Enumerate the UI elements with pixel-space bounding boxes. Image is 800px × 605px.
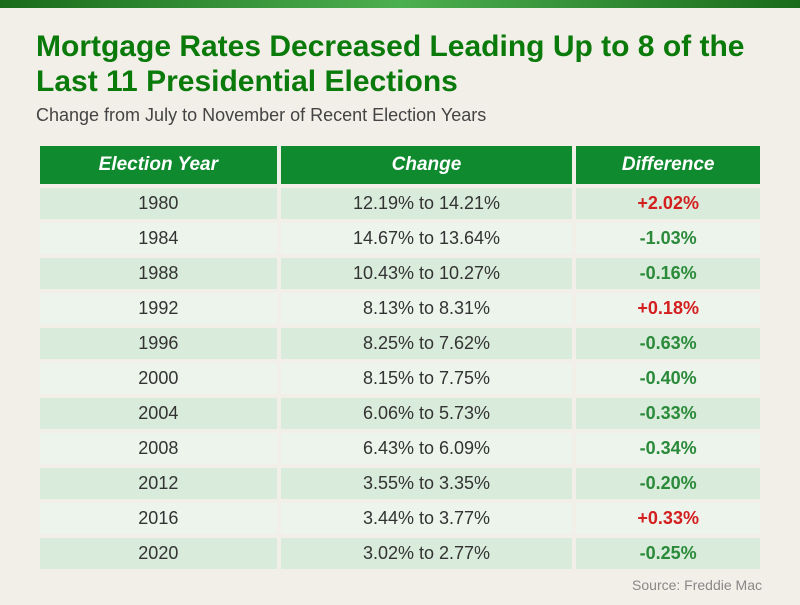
top-gradient-bar — [0, 0, 800, 8]
cell-year: 1992 — [40, 293, 277, 324]
cell-difference: -0.34% — [576, 433, 760, 464]
table-row: 19928.13% to 8.31%+0.18% — [40, 293, 760, 324]
cell-year: 2000 — [40, 363, 277, 394]
cell-year: 1984 — [40, 223, 277, 254]
col-header-change: Change — [281, 146, 573, 184]
cell-change: 8.25% to 7.62% — [281, 328, 573, 359]
cell-difference: -1.03% — [576, 223, 760, 254]
table-row: 20123.55% to 3.35%-0.20% — [40, 468, 760, 499]
cell-change: 10.43% to 10.27% — [281, 258, 573, 289]
cell-year: 2016 — [40, 503, 277, 534]
table-row: 20046.06% to 5.73%-0.33% — [40, 398, 760, 429]
table-row: 198810.43% to 10.27%-0.16% — [40, 258, 760, 289]
source-text: Source: Freddie Mac — [36, 577, 764, 593]
cell-change: 6.43% to 6.09% — [281, 433, 573, 464]
rates-table: Election Year Change Difference 198012.1… — [36, 142, 764, 573]
cell-difference: +0.18% — [576, 293, 760, 324]
cell-change: 3.02% to 2.77% — [281, 538, 573, 569]
col-header-difference: Difference — [576, 146, 760, 184]
table-row: 198414.67% to 13.64%-1.03% — [40, 223, 760, 254]
cell-change: 8.15% to 7.75% — [281, 363, 573, 394]
cell-year: 2004 — [40, 398, 277, 429]
cell-difference: -0.63% — [576, 328, 760, 359]
table-header-row: Election Year Change Difference — [40, 146, 760, 184]
cell-year: 2020 — [40, 538, 277, 569]
cell-difference: -0.40% — [576, 363, 760, 394]
cell-year: 1996 — [40, 328, 277, 359]
cell-change: 8.13% to 8.31% — [281, 293, 573, 324]
cell-difference: +2.02% — [576, 188, 760, 219]
page-subtitle: Change from July to November of Recent E… — [36, 105, 764, 126]
cell-difference: -0.25% — [576, 538, 760, 569]
table-row: 20086.43% to 6.09%-0.34% — [40, 433, 760, 464]
cell-difference: -0.33% — [576, 398, 760, 429]
cell-change: 3.44% to 3.77% — [281, 503, 573, 534]
col-header-year: Election Year — [40, 146, 277, 184]
table-row: 20163.44% to 3.77%+0.33% — [40, 503, 760, 534]
cell-change: 6.06% to 5.73% — [281, 398, 573, 429]
table-row: 20203.02% to 2.77%-0.25% — [40, 538, 760, 569]
table-body: 198012.19% to 14.21%+2.02% 198414.67% to … — [40, 188, 760, 569]
table-row: 20008.15% to 7.75%-0.40% — [40, 363, 760, 394]
table-row: 198012.19% to 14.21%+2.02% — [40, 188, 760, 219]
cell-change: 3.55% to 3.35% — [281, 468, 573, 499]
cell-change: 14.67% to 13.64% — [281, 223, 573, 254]
table-row: 19968.25% to 7.62%-0.63% — [40, 328, 760, 359]
cell-difference: -0.16% — [576, 258, 760, 289]
cell-year: 1988 — [40, 258, 277, 289]
page-title: Mortgage Rates Decreased Leading Up to 8… — [36, 30, 764, 99]
cell-change: 12.19% to 14.21% — [281, 188, 573, 219]
cell-year: 2008 — [40, 433, 277, 464]
cell-year: 1980 — [40, 188, 277, 219]
cell-difference: -0.20% — [576, 468, 760, 499]
cell-difference: +0.33% — [576, 503, 760, 534]
cell-year: 2012 — [40, 468, 277, 499]
content-container: Mortgage Rates Decreased Leading Up to 8… — [0, 8, 800, 603]
